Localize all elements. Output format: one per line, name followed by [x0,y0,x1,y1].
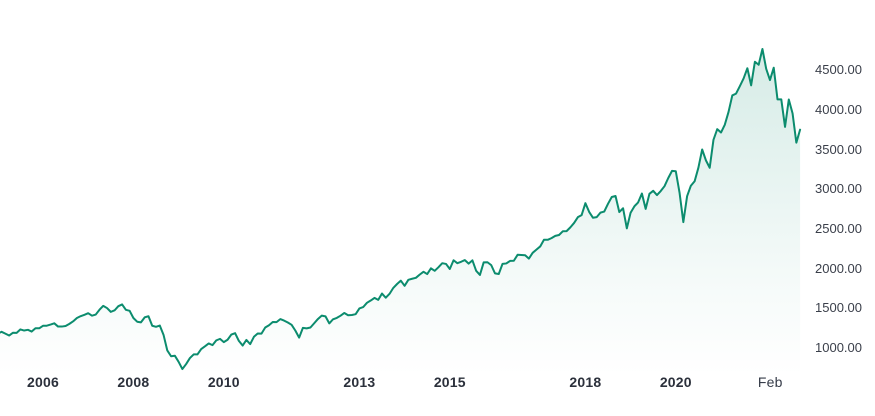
price-line [0,47,802,371]
price-area-fill [0,48,801,376]
